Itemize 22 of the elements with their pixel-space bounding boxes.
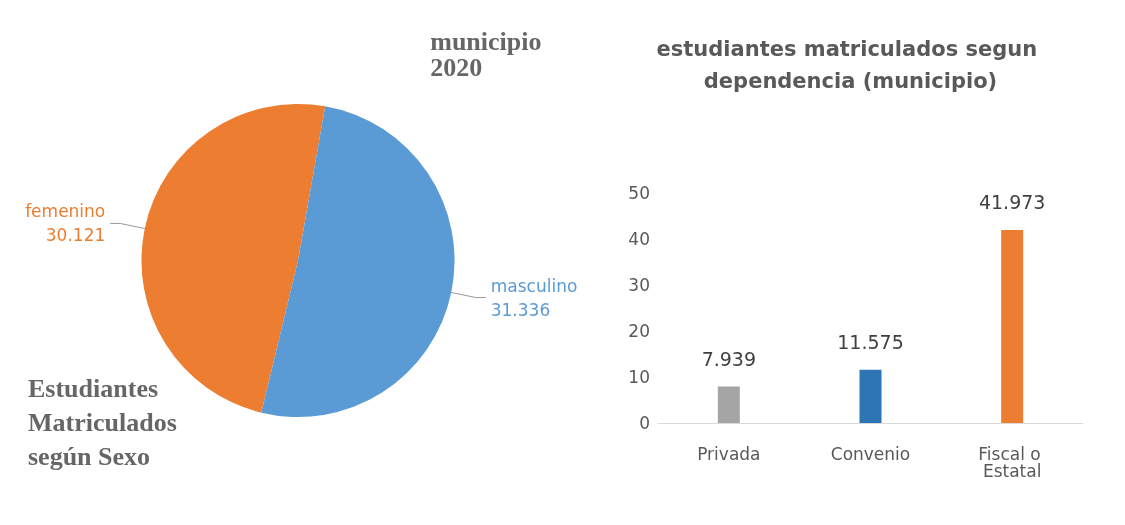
bar (859, 369, 882, 423)
y-tick-label: 10 (628, 367, 650, 387)
slice-label: masculino (490, 275, 578, 296)
data-label: 41.973 (978, 191, 1046, 214)
bar (1001, 229, 1024, 423)
y-tick-label: 30 (628, 275, 650, 295)
data-label: 31.336 (490, 299, 551, 320)
slice-label: femenino (25, 201, 106, 222)
x-tick-label: Fiscal o Estatal (978, 443, 1047, 481)
text: Estudiantes Matriculados según Sexo (28, 373, 184, 471)
y-tick-label: 50 (628, 183, 650, 203)
x-tick-label: Convenio (830, 443, 911, 464)
data-label: 11.575 (837, 331, 904, 354)
y-tick-label: 0 (639, 413, 650, 433)
data-label: 30.121 (45, 225, 106, 246)
x-tick-label: Privada (697, 443, 761, 464)
y-tick-label: 40 (628, 229, 650, 249)
data-label: 7.939 (701, 347, 757, 370)
bar (717, 386, 740, 423)
y-tick-label: 20 (628, 321, 650, 341)
chart-title: municipio 2020 (430, 26, 548, 82)
chart-title: estudiantes matriculados segun dependencia (municipio) (656, 37, 1045, 93)
